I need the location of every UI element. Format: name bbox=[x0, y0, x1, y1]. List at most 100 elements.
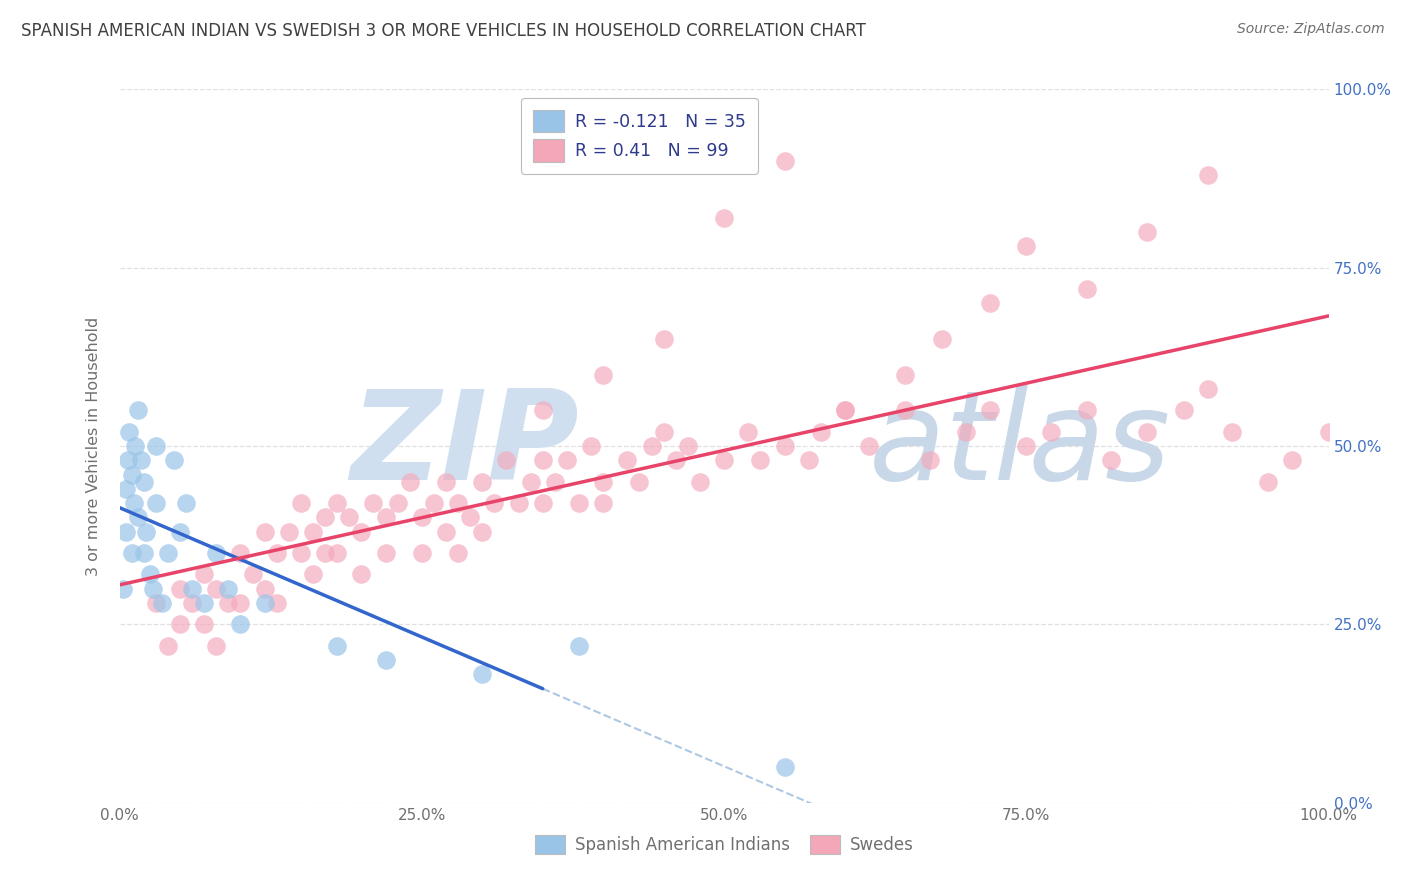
Point bbox=[737, 425, 759, 439]
Point bbox=[568, 639, 591, 653]
Point bbox=[508, 496, 530, 510]
Point bbox=[121, 546, 143, 560]
Point bbox=[834, 403, 856, 417]
Point bbox=[894, 368, 917, 382]
Point bbox=[145, 439, 167, 453]
Point bbox=[314, 546, 336, 560]
Point bbox=[217, 582, 239, 596]
Point bbox=[112, 582, 135, 596]
Point bbox=[253, 582, 276, 596]
Point bbox=[138, 567, 162, 582]
Point bbox=[337, 510, 360, 524]
Point bbox=[124, 439, 146, 453]
Point bbox=[531, 403, 554, 417]
Point bbox=[193, 596, 215, 610]
Point bbox=[181, 582, 204, 596]
Point bbox=[652, 425, 675, 439]
Point bbox=[193, 567, 215, 582]
Point bbox=[193, 617, 215, 632]
Text: Source: ZipAtlas.com: Source: ZipAtlas.com bbox=[1237, 22, 1385, 37]
Point bbox=[1076, 403, 1098, 417]
Point bbox=[302, 567, 325, 582]
Point bbox=[326, 546, 349, 560]
Point bbox=[579, 439, 602, 453]
Point bbox=[398, 475, 420, 489]
Point bbox=[640, 439, 662, 453]
Point bbox=[1015, 439, 1038, 453]
Point bbox=[458, 510, 481, 524]
Point bbox=[290, 546, 312, 560]
Point bbox=[979, 403, 1001, 417]
Point bbox=[266, 596, 288, 610]
Point bbox=[1317, 425, 1340, 439]
Point bbox=[447, 546, 470, 560]
Point bbox=[858, 439, 880, 453]
Point bbox=[205, 546, 228, 560]
Point bbox=[229, 546, 252, 560]
Point bbox=[277, 524, 299, 539]
Point bbox=[229, 596, 252, 610]
Point bbox=[434, 475, 457, 489]
Point bbox=[374, 546, 396, 560]
Point bbox=[713, 453, 735, 467]
Point bbox=[156, 639, 179, 653]
Point bbox=[568, 496, 591, 510]
Point bbox=[544, 475, 567, 489]
Point bbox=[1136, 225, 1159, 239]
Point bbox=[411, 546, 433, 560]
Point bbox=[1136, 425, 1159, 439]
Point bbox=[1015, 239, 1038, 253]
Point bbox=[169, 582, 191, 596]
Point bbox=[773, 760, 796, 774]
Point bbox=[145, 496, 167, 510]
Point bbox=[979, 296, 1001, 310]
Text: SPANISH AMERICAN INDIAN VS SWEDISH 3 OR MORE VEHICLES IN HOUSEHOLD CORRELATION C: SPANISH AMERICAN INDIAN VS SWEDISH 3 OR … bbox=[21, 22, 866, 40]
Point bbox=[114, 482, 136, 496]
Point bbox=[434, 524, 457, 539]
Point bbox=[122, 496, 145, 510]
Point bbox=[411, 510, 433, 524]
Point bbox=[616, 453, 638, 467]
Point bbox=[1257, 475, 1279, 489]
Legend: Spanish American Indians, Swedes: Spanish American Indians, Swedes bbox=[526, 826, 922, 863]
Point bbox=[387, 496, 409, 510]
Point bbox=[174, 496, 197, 510]
Point bbox=[117, 453, 139, 467]
Point bbox=[773, 439, 796, 453]
Point bbox=[114, 524, 136, 539]
Point bbox=[132, 475, 155, 489]
Point bbox=[894, 403, 917, 417]
Point bbox=[132, 546, 155, 560]
Point bbox=[374, 653, 396, 667]
Point bbox=[363, 496, 385, 510]
Point bbox=[471, 667, 494, 681]
Point bbox=[592, 496, 614, 510]
Point bbox=[142, 582, 165, 596]
Point bbox=[652, 332, 675, 346]
Point bbox=[1173, 403, 1195, 417]
Point bbox=[519, 475, 541, 489]
Point bbox=[592, 368, 614, 382]
Point bbox=[1076, 282, 1098, 296]
Point bbox=[592, 475, 614, 489]
Point bbox=[205, 639, 228, 653]
Point bbox=[326, 496, 349, 510]
Point bbox=[242, 567, 264, 582]
Point bbox=[471, 524, 494, 539]
Point bbox=[163, 453, 186, 467]
Point bbox=[423, 496, 446, 510]
Point bbox=[931, 332, 953, 346]
Point bbox=[253, 596, 276, 610]
Point bbox=[129, 453, 152, 467]
Point bbox=[350, 524, 373, 539]
Point bbox=[810, 425, 832, 439]
Point bbox=[665, 453, 688, 467]
Point bbox=[713, 211, 735, 225]
Point bbox=[127, 403, 149, 417]
Point bbox=[495, 453, 517, 467]
Text: ZIP: ZIP bbox=[350, 385, 579, 507]
Point bbox=[169, 524, 191, 539]
Point bbox=[118, 425, 141, 439]
Point bbox=[145, 596, 167, 610]
Text: atlas: atlas bbox=[869, 385, 1171, 507]
